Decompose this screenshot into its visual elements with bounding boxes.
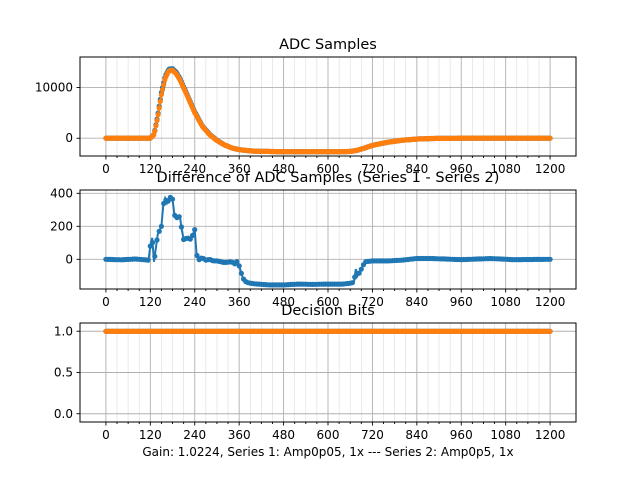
adc-series-2 xyxy=(103,67,553,155)
diff-series-1-point xyxy=(189,232,196,239)
adc-x-tick-label: 960 xyxy=(450,162,473,176)
diff-title: Difference of ADC Samples (Series 1 - Se… xyxy=(157,170,500,186)
bits-x-tick-label: 360 xyxy=(228,428,251,442)
diff-x-tick-label: 360 xyxy=(228,295,251,309)
diff-y-tick-label: 400 xyxy=(50,186,73,200)
diff-x-tick-label: 720 xyxy=(361,295,384,309)
adc-x-tick-label: 480 xyxy=(272,162,295,176)
adc-title: ADC Samples xyxy=(279,37,377,53)
bits-x-axis-label: Gain: 1.0224, Series 1: Amp0p05, 1x --- … xyxy=(142,445,513,459)
panel-decision-bits: 0 120 240 360 480 600 720 840 960 1080 1200 0.0 0.5 1… xyxy=(54,303,577,459)
bits-y-tick-label: 0.0 xyxy=(54,407,73,421)
diff-series-1-point xyxy=(145,257,151,263)
diff-series-1-point xyxy=(154,237,160,243)
diff-x-tick-label: 0 xyxy=(102,295,110,309)
adc-series-2-point xyxy=(547,135,553,141)
bits-y-tick-label: 1.0 xyxy=(54,324,73,338)
diff-series-1-point xyxy=(152,253,158,259)
diff-series-1-point xyxy=(356,270,362,276)
diff-x-tick-label: 480 xyxy=(272,295,295,309)
bits-x-tick-label: 720 xyxy=(361,428,384,442)
diff-series-1-point xyxy=(165,198,171,204)
diff-series-1-point xyxy=(238,270,244,276)
adc-x-tick-label: 720 xyxy=(361,162,384,176)
bits-x-tick-label: 240 xyxy=(183,428,206,442)
diff-x-tick-label: 1080 xyxy=(490,295,521,309)
adc-x-tick-label: 120 xyxy=(139,162,162,176)
bits-x-tick-label: 840 xyxy=(405,428,428,442)
adc-y-tick-label: 10000 xyxy=(35,80,73,94)
adc-x-tick-label: 240 xyxy=(183,162,206,176)
bits-x-tick-label: 1200 xyxy=(535,428,566,442)
diff-series-1-point xyxy=(169,196,176,202)
adc-series-2-point xyxy=(161,82,167,88)
diff-plot-area xyxy=(103,194,553,288)
diff-x-tick-label: 1200 xyxy=(535,295,566,309)
diff-series-1-point xyxy=(149,240,156,246)
bits-x-tick-label: 120 xyxy=(139,428,162,442)
diff-series-1-point xyxy=(194,252,200,259)
diff-series-1-point xyxy=(236,263,242,269)
diff-series-1-point xyxy=(176,214,182,220)
diff-x-tick-label: 600 xyxy=(317,295,340,309)
adc-series-2-point xyxy=(157,98,163,104)
adc-x-tick-label: 1200 xyxy=(535,162,566,176)
bits-y-tick-label: 0.5 xyxy=(54,366,73,380)
diff-x-tick-label: 960 xyxy=(450,295,473,309)
diff-series-1-point xyxy=(349,280,355,286)
adc-x-tick-label: 360 xyxy=(228,162,251,176)
diff-series-1-point xyxy=(547,256,553,262)
diff-series-1-point xyxy=(178,224,184,230)
adc-x-tick-label: 600 xyxy=(317,162,340,176)
adc-plot-area xyxy=(103,66,553,155)
adc-series-2-point xyxy=(152,128,158,134)
adc-x-tick-label: 1080 xyxy=(490,162,521,176)
bits-x-tick-label: 600 xyxy=(317,428,340,442)
bits-series-2-point xyxy=(547,328,553,334)
bits-x-tick-label: 480 xyxy=(272,428,295,442)
adc-y-tick-label: 0 xyxy=(65,131,73,145)
adc-series-2-point xyxy=(156,105,162,111)
diff-x-tick-label: 120 xyxy=(139,295,162,309)
bits-x-tick-label: 1080 xyxy=(490,428,521,442)
diff-series-1-point xyxy=(192,227,198,233)
adc-series-2-point xyxy=(153,123,159,129)
diff-y-tick-label: 200 xyxy=(50,219,73,233)
bits-title: Decision Bits xyxy=(281,303,375,319)
diff-series-1 xyxy=(103,194,553,288)
panel-adc-samples: 0 120 240 360 480 600 720 840 960 1080 1200 0 10000 A… xyxy=(35,37,577,176)
adc-series-2-point xyxy=(158,92,164,98)
adc-series-2-point xyxy=(154,117,160,124)
diff-series-1-point xyxy=(352,274,358,280)
adc-x-tick-label: 0 xyxy=(102,162,110,176)
adc-series-2-point xyxy=(159,87,166,93)
diff-series-1-point xyxy=(156,228,162,234)
diff-series-1-point xyxy=(234,259,240,265)
diff-series-1-point xyxy=(158,223,164,229)
bits-x-tick-label: 960 xyxy=(450,428,473,442)
bits-x-tick-label: 0 xyxy=(102,428,110,442)
diff-x-tick-label: 240 xyxy=(183,295,206,309)
bits-plot-area xyxy=(103,328,553,334)
adc-series-2-point xyxy=(151,132,157,138)
diff-series-1-point xyxy=(358,266,364,272)
panel-difference: 0 120 240 360 480 600 720 840 960 1080 1200 0 200 400… xyxy=(50,170,577,309)
diff-x-tick-label: 840 xyxy=(405,295,428,309)
bits-series-2 xyxy=(103,328,553,334)
adc-x-tick-label: 840 xyxy=(405,162,428,176)
diff-y-tick-label: 0 xyxy=(65,252,73,266)
adc-series-2-point xyxy=(155,112,161,118)
